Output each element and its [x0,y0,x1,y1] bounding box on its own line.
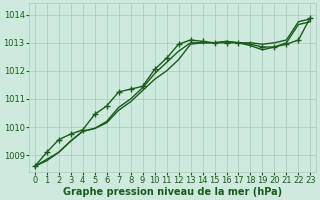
X-axis label: Graphe pression niveau de la mer (hPa): Graphe pression niveau de la mer (hPa) [63,187,282,197]
